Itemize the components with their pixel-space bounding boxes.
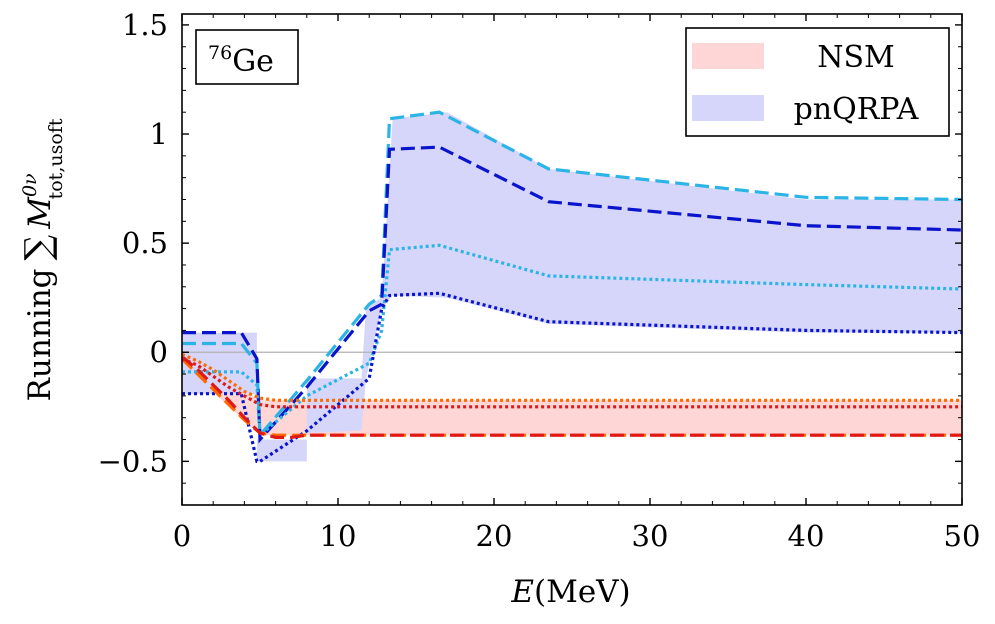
- series-line-3: [182, 243, 963, 439]
- tick-labels-layer: 0 10 20 30 40 50 −0.5 0 0.5 1 1.5: [98, 8, 981, 553]
- legend-swatch-pnqrpa: [692, 95, 764, 121]
- y-axis-label-text: Running ∑ M0ν tot,usoft: [18, 118, 67, 401]
- y-axis-label-sub: tot,usoft: [45, 118, 67, 199]
- y-axis-label-sum: ∑: [18, 234, 59, 260]
- ticks-layer: [181, 14, 963, 506]
- y-tick-label: 0.5: [122, 226, 168, 260]
- legend-swatch-nsm: [692, 43, 764, 69]
- x-axis-label: E(MeV): [510, 574, 630, 610]
- x-axis-label-symbol: E: [510, 574, 534, 610]
- y-tick-label: 1: [150, 117, 168, 151]
- series-line-7: [181, 352, 962, 402]
- y-axis-label: Running ∑ M0ν tot,usoft: [18, 118, 67, 401]
- y-tick-label: 1.5: [122, 8, 168, 42]
- annotation-mass: 76: [208, 42, 232, 64]
- plot-frame: [181, 13, 963, 506]
- bands-layer: [182, 112, 962, 462]
- band-nsm: [182, 356, 962, 436]
- band-pnqrpa: [182, 112, 962, 462]
- series-line-6: [180, 355, 962, 439]
- y-axis-label-word: Running: [22, 268, 58, 401]
- y-tick-label: 0: [150, 335, 168, 369]
- series-line-2: [182, 145, 963, 444]
- legend-label-nsm: NSM: [817, 40, 895, 75]
- x-tick-label: 0: [173, 519, 191, 553]
- x-tick-label: 10: [320, 519, 357, 553]
- annotation-symbol: Ge: [232, 44, 274, 79]
- x-axis-label-unit: (MeV): [534, 574, 631, 610]
- legend-label-pnqrpa: pnQRPA: [794, 92, 919, 127]
- annotation-text: 76Ge: [208, 42, 274, 79]
- x-tick-label: 40: [788, 519, 825, 553]
- series-line-8: [181, 357, 962, 409]
- x-tick-label: 20: [476, 519, 513, 553]
- series-line-1: [182, 110, 963, 440]
- y-axis-label-sup: 0ν: [19, 173, 41, 197]
- y-axis-label-symbol: M: [22, 196, 58, 230]
- annotation-box: 76Ge: [195, 29, 299, 85]
- series-layer: [180, 110, 963, 463]
- x-tick-label: 30: [632, 519, 669, 553]
- annotation-frame: [195, 29, 299, 85]
- y-tick-label: −0.5: [98, 444, 168, 478]
- x-tick-label: 50: [944, 519, 981, 553]
- legend: NSM pnQRPA: [685, 27, 950, 137]
